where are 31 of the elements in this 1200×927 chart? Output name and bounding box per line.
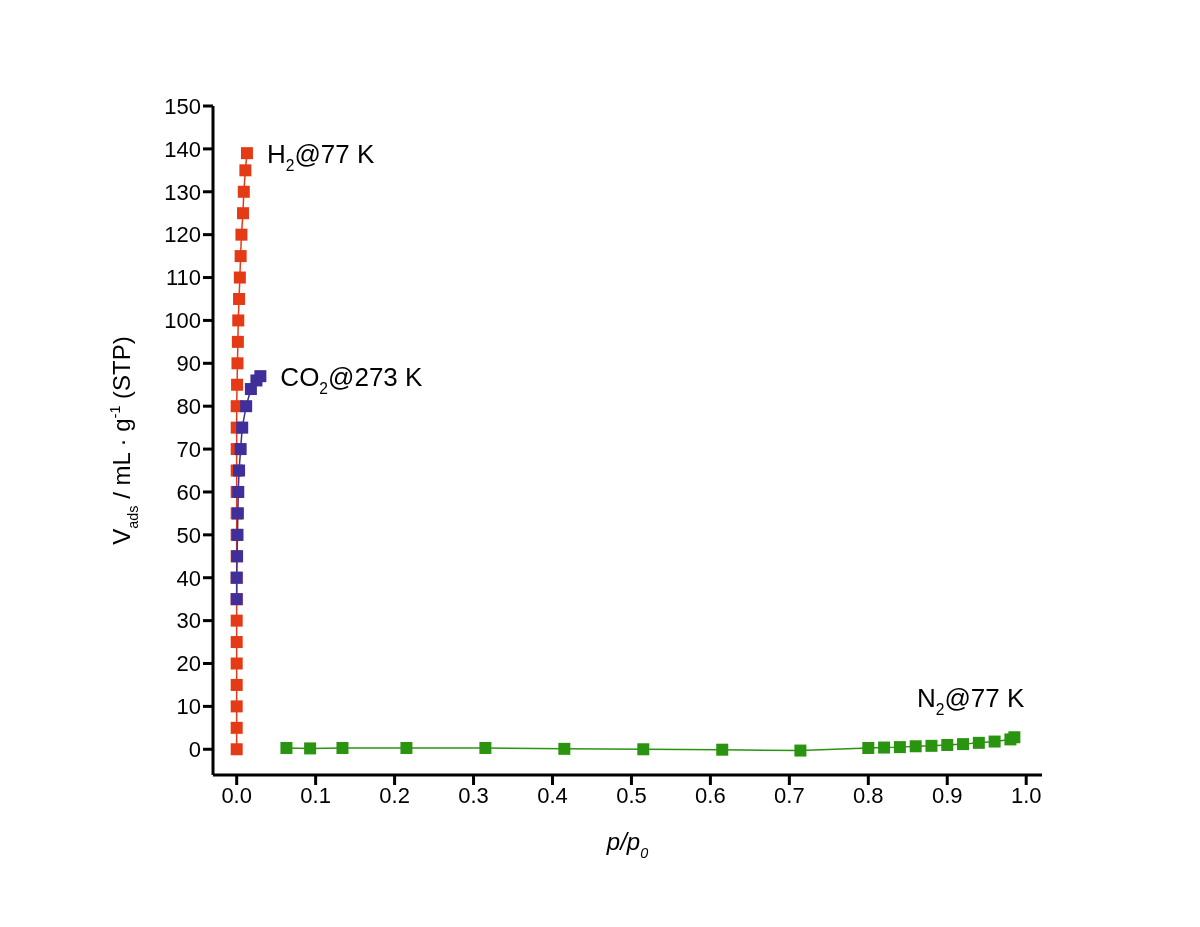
y-tick-label: 90 <box>176 351 201 377</box>
y-tick-label: 110 <box>165 265 201 291</box>
y-tick-label: 80 <box>176 394 201 419</box>
x-tick-label: 0.4 <box>537 782 568 808</box>
x-tick-label: 0.3 <box>458 782 489 808</box>
y-tick-label: 150 <box>164 93 201 119</box>
x-tick-label: 0.8 <box>853 782 884 808</box>
x-tick-label: 0.6 <box>695 782 726 808</box>
x-tick-label: 0.1 <box>300 782 331 808</box>
x-tick-label: 1.0 <box>1010 782 1042 808</box>
y-tick-label: 50 <box>176 522 201 548</box>
y-tick-label: 120 <box>164 222 201 248</box>
x-tick-label: 0.5 <box>616 782 647 808</box>
x-tick-label: 0.9 <box>931 782 963 808</box>
y-tick-label: 0 <box>188 737 201 763</box>
x-tick-label: 0.0 <box>221 782 252 808</box>
annotation: CO$_{2}$@273 K <box>280 362 424 398</box>
x-tick-label: 0.2 <box>379 782 410 808</box>
y-tick-label: 40 <box>176 565 201 591</box>
y-tick-label: 20 <box>176 651 201 677</box>
x-tick-label: 0.7 <box>774 782 805 808</box>
annotation: H$_{2}$@77 K <box>266 139 375 175</box>
y-tick-label: 30 <box>176 608 201 634</box>
y-tick-label: 140 <box>164 136 201 162</box>
annotation: N$_{2}$@77 K <box>917 683 1026 719</box>
y-tick-label: 10 <box>176 694 201 720</box>
y-tick-label: 60 <box>176 479 201 505</box>
y-tick-label: 70 <box>176 436 201 462</box>
x-axis-title: p/p$_{0}$ <box>605 828 649 861</box>
y-tick-label: 100 <box>164 308 201 334</box>
y-tick-label: 130 <box>164 179 201 205</box>
